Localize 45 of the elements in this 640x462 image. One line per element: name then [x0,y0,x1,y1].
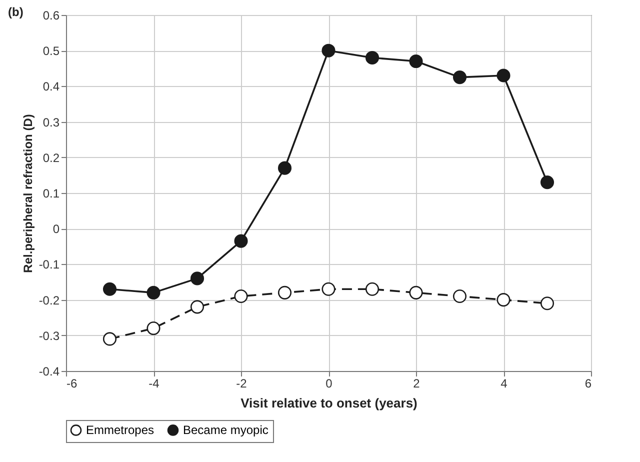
point [496,293,510,307]
point [409,286,423,300]
y-tick-label: -0.4 [38,364,60,378]
point [365,50,380,64]
x-tick-label: -6 [66,376,78,390]
point [540,176,554,190]
point [322,44,336,58]
x-axis-title: Visit relative to onset (years) [240,396,418,410]
x-tick-label: 6 [584,376,592,390]
point [234,289,248,303]
y-axis-title: Rel.peripheral refraction (D) [20,114,35,273]
legend-label: Emmetropes [86,423,154,438]
y-tick-label: -0.2 [38,293,60,308]
chart-title: (b) [8,5,24,19]
point [278,161,292,175]
y-tick-label: 0 [52,222,60,236]
y-tick-label: 0.5 [42,44,60,58]
x-tick-label: 2 [413,376,420,390]
x-tick-label: 4 [500,376,508,390]
point [278,286,292,300]
point [365,282,380,296]
y-tick-label: 0.6 [42,8,60,22]
y-tick-label: 0.3 [42,115,60,130]
point [452,289,467,303]
x-tick-label: 0 [326,376,333,390]
point [102,282,117,296]
point [409,54,423,68]
y-tick-label: -0.1 [38,258,60,272]
y-tick-label: 0.2 [42,150,60,165]
point [452,70,467,84]
point [496,68,510,82]
point [540,296,554,310]
y-tick-label: 0.4 [42,80,60,94]
point [322,282,336,296]
x-tick-label: -4 [148,376,160,390]
x-tick-label: -2 [236,376,248,390]
point [102,332,117,346]
y-tick-label: -0.3 [38,328,60,343]
point [190,300,204,314]
legend-label: Became myopic [183,423,268,438]
point [234,234,248,248]
point [146,322,160,336]
point [190,272,204,286]
y-tick-label: 0.1 [42,186,60,200]
point [146,286,160,300]
